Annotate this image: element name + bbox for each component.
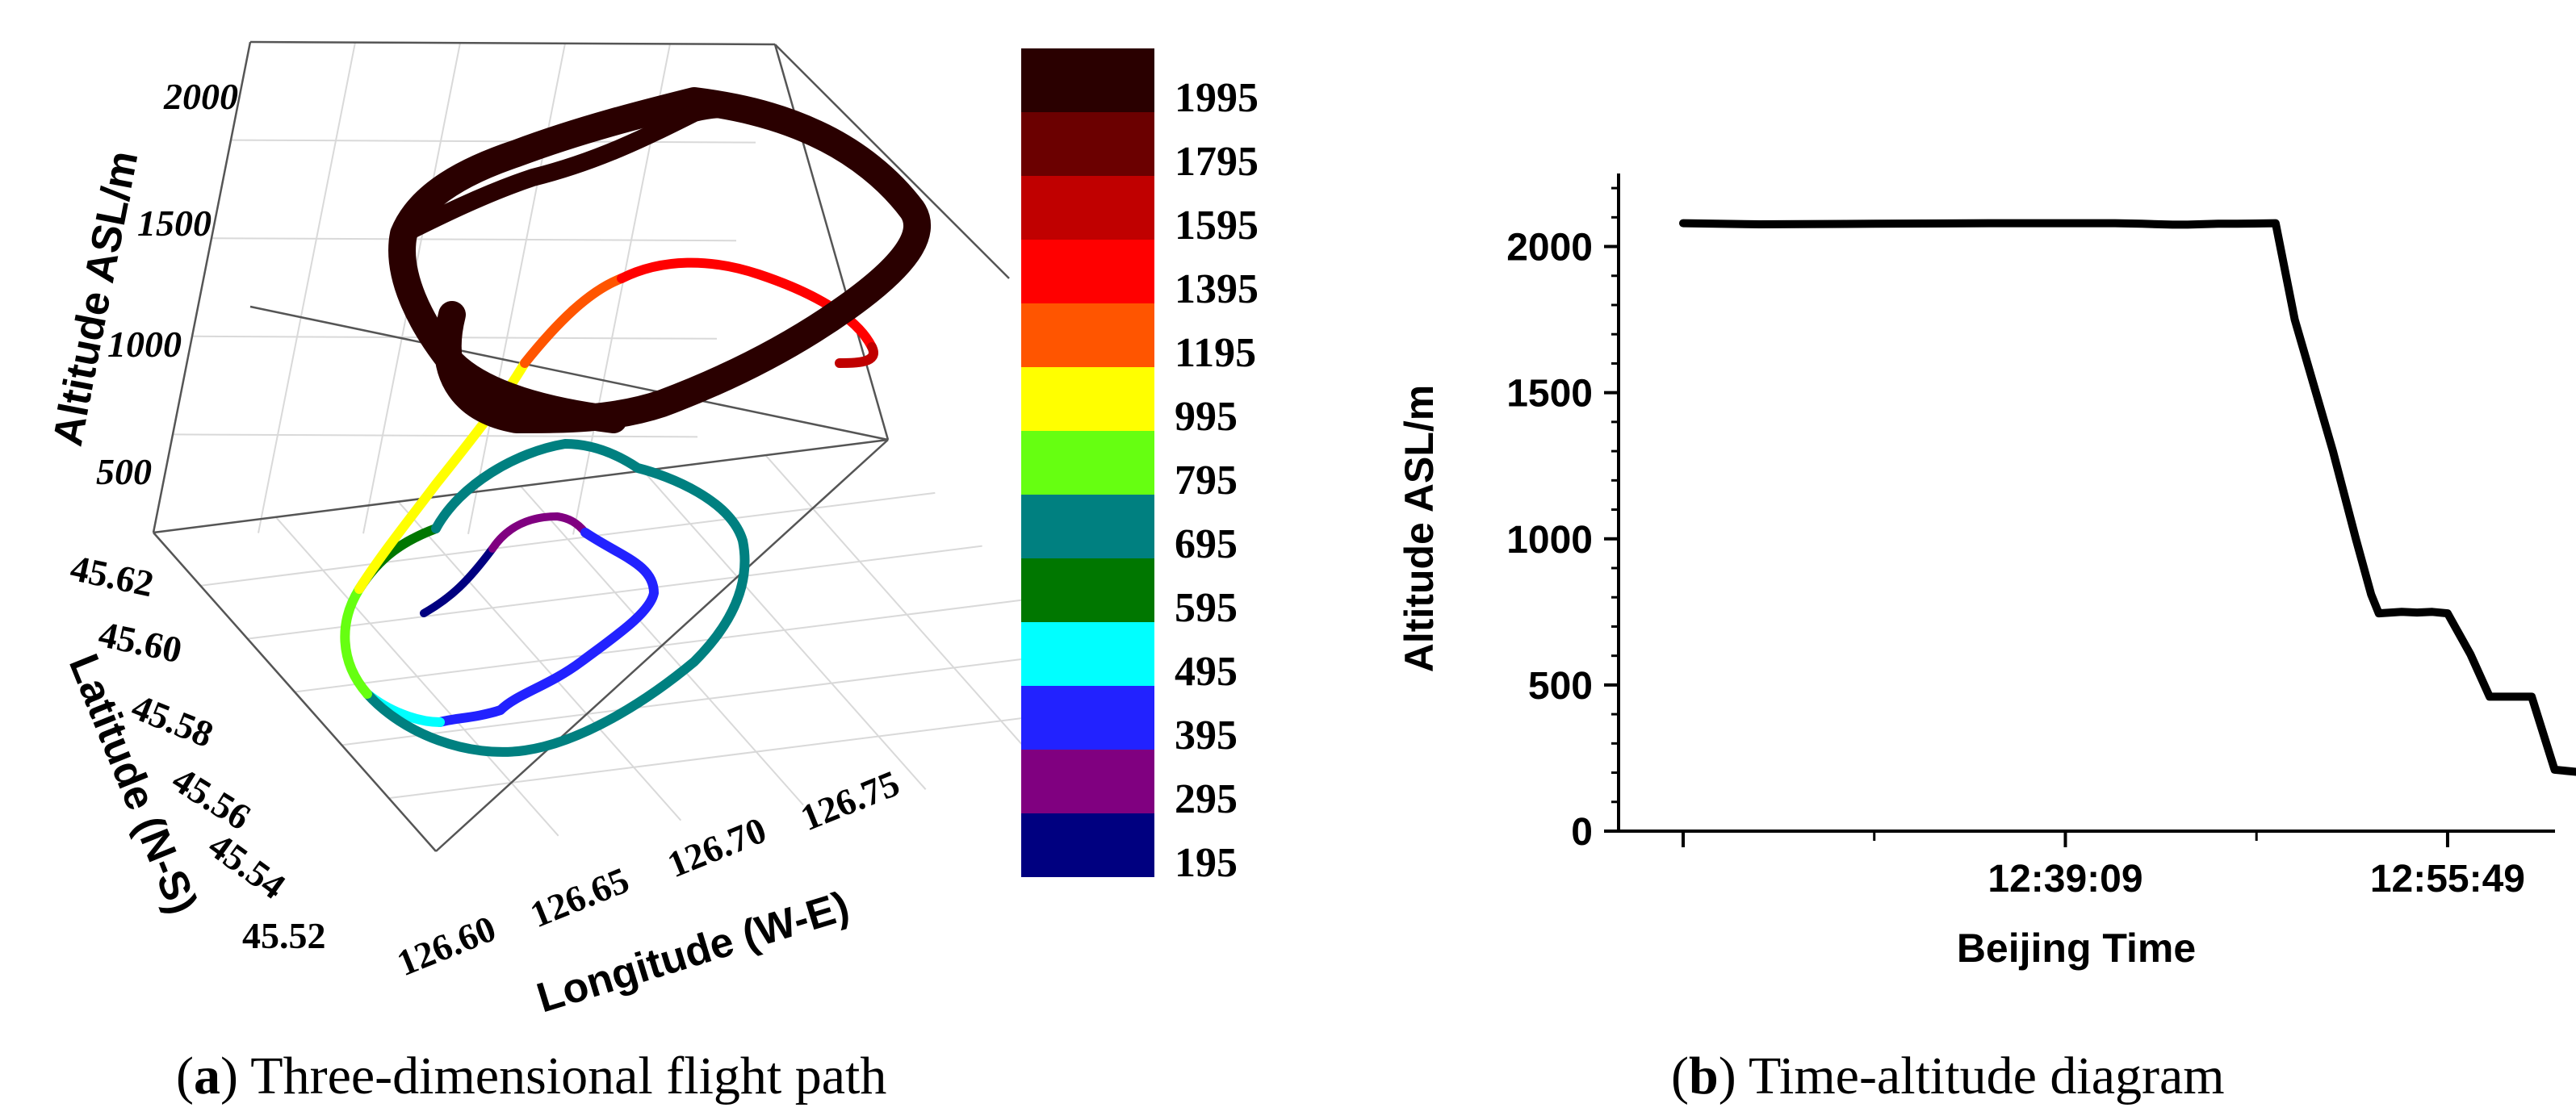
grid-line (642, 470, 927, 790)
colorbar-label: 1395 (1175, 266, 1259, 312)
colorbar-label: 595 (1175, 585, 1238, 631)
colorbar-label: 395 (1175, 713, 1238, 759)
y-axis-title: Altitude ASL/m (1397, 385, 1442, 672)
colorbar-swatch (1021, 112, 1154, 176)
box-edge (249, 305, 889, 441)
colorbar-label: 295 (1175, 776, 1238, 822)
z-tick-label: 1000 (107, 324, 182, 365)
grid-line (230, 139, 756, 144)
panel-b-time-altitude: 0 500 1000 1500 2000 12:39:09 12:55:49 Altitud… (1397, 173, 2576, 971)
colorbar-swatch (1021, 48, 1154, 112)
x-tick-label: 126.60 (392, 908, 501, 984)
y-tick-label: 1000 (1506, 519, 1593, 562)
flight-path-segment (388, 87, 932, 433)
x-tick-label: 126.75 (795, 763, 905, 839)
colorbar-label: 695 (1175, 521, 1238, 567)
colorbar-swatch (1021, 431, 1154, 495)
grid-line (211, 237, 737, 242)
box-edge (249, 40, 776, 46)
box-edge (774, 44, 1010, 279)
panel-a-3d-flight-path: 500 1000 1500 2000 Altitude ASL/m 45.62 … (44, 40, 1259, 1022)
grid-line (172, 433, 698, 438)
grid-line (258, 42, 356, 533)
flight-path-segment (340, 584, 372, 699)
colorbar-label: 1795 (1175, 139, 1259, 185)
box-edge (435, 439, 889, 852)
x-tick-label: 126.65 (525, 859, 635, 936)
colorbar-swatch (1021, 558, 1154, 622)
caption-a-text: Three-dimensional flight path (238, 1047, 886, 1105)
x-tick-label: 126.70 (662, 809, 772, 886)
flight-path-segment (362, 439, 750, 757)
colorbar-swatch (1021, 240, 1154, 303)
colorbar-swatch (1021, 686, 1154, 750)
z-tick-label: 500 (96, 451, 152, 492)
z-tick-label: 1500 (137, 203, 212, 244)
colorbar-swatch (1021, 750, 1154, 813)
colorbar-swatch (1021, 176, 1154, 240)
grid-line (341, 651, 1077, 746)
flight-path-segment (420, 545, 496, 617)
colorbar-swatch (1021, 622, 1154, 686)
caption-a: (a) Three-dimensional flight path (176, 1047, 886, 1105)
3d-grid-lines (172, 42, 1124, 837)
colorbar-swatch (1021, 303, 1154, 367)
box-edge (773, 44, 890, 441)
axes-frame (1617, 173, 2555, 833)
colorbar-label: 495 (1175, 649, 1238, 695)
3d-box-frame (152, 40, 1010, 852)
flight-path-segment (488, 512, 589, 553)
y-tick-label: 45.54 (201, 825, 293, 907)
box-edge (153, 532, 437, 852)
y-tick-label: 45.56 (165, 759, 258, 838)
colorbar-label: 795 (1175, 458, 1238, 504)
box-edge (152, 41, 252, 533)
x-tick-label: 12:39:09 (1987, 858, 2142, 901)
grid-line (764, 454, 1049, 775)
z-tick-label: 2000 (163, 76, 238, 117)
colorbar-label: 1595 (1175, 203, 1259, 249)
colorbar-swatch (1021, 367, 1154, 431)
flight-path-segment (520, 274, 626, 368)
caption-b-text: Time-altitude diagram (1736, 1047, 2225, 1105)
grid-line (467, 43, 566, 534)
x-axis-title: Beijing Time (1957, 926, 2196, 971)
colorbar-label: 1195 (1175, 330, 1256, 376)
axis-ticks: 0 500 1000 1500 2000 12:39:09 12:55:49 (1506, 186, 2525, 901)
colorbar-label: 995 (1175, 394, 1238, 440)
caption-b: (b) Time-altitude diagram (1671, 1047, 2225, 1105)
altitude-line (1679, 219, 2576, 776)
colorbar-swatch (1021, 813, 1154, 877)
x-tick-label: 12:55:49 (2370, 858, 2525, 901)
y-tick-label: 45.62 (67, 547, 157, 604)
flight-path-segment (395, 99, 800, 243)
flight-path-segment (435, 528, 659, 727)
colorbar-label: 195 (1175, 840, 1238, 886)
z-axis-title: Altitude ASL/m (44, 147, 148, 449)
box-edge (153, 438, 889, 534)
y-tick-label: 45.52 (242, 915, 326, 956)
colorbar-label: 1995 (1175, 75, 1259, 121)
y-tick-label: 2000 (1506, 227, 1593, 270)
y-tick-label: 1500 (1506, 373, 1593, 416)
altitude-series (1679, 219, 2576, 776)
y-tick-label: 0 (1571, 811, 1593, 854)
altitude-colorbar: 1995 1795 1595 1395 1195 995 795 695 595 495 395 29… (1021, 48, 1259, 886)
flight-path-segment (835, 342, 878, 368)
colorbar-swatch (1021, 495, 1154, 558)
caption-a-letter: a (194, 1047, 220, 1105)
caption-b-letter: b (1689, 1047, 1719, 1105)
flight-path-3d (340, 87, 932, 757)
y-tick-label: 500 (1528, 665, 1593, 708)
